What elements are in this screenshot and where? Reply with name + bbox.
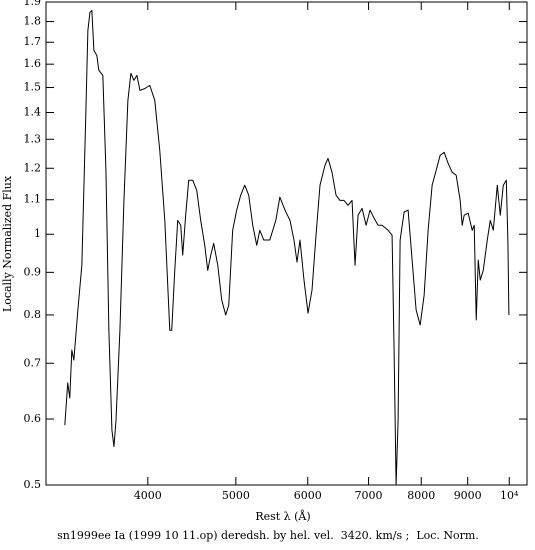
x-tick-label: 9000 [454, 489, 482, 502]
y-tick-label: 1 [34, 227, 41, 240]
y-tick-label: 1.5 [24, 81, 42, 94]
y-axis-label: Locally Normalized Flux [1, 175, 14, 312]
x-tick-label: 7000 [355, 489, 383, 502]
x-tick-label: 10⁴ [500, 489, 519, 502]
x-tick-label: 4000 [134, 489, 162, 502]
y-tick-label: 0.8 [24, 308, 42, 321]
y-tick-label: 1.8 [24, 15, 42, 28]
y-tick-label: 1.9 [24, 0, 42, 8]
y-tick-label: 1.4 [24, 105, 42, 118]
y-tick-label: 0.6 [24, 412, 42, 425]
y-tick-label: 0.9 [24, 265, 42, 278]
y-tick-label: 0.7 [24, 356, 42, 369]
y-tick-label: 0.5 [24, 478, 42, 491]
x-axis-label: Rest λ (Å) [255, 509, 310, 523]
plot-frame [45, 1, 528, 486]
x-tick-label: 6000 [294, 489, 322, 502]
y-tick-label: 1.6 [24, 57, 42, 70]
caption: sn1999ee Ia (1999 10 11.op) deredsh. by … [57, 529, 479, 542]
x-tick-label: 8000 [407, 489, 435, 502]
y-tick-label: 1.1 [24, 193, 42, 206]
y-tick-label: 1.3 [24, 132, 42, 145]
x-tick-label: 5000 [222, 489, 250, 502]
spectrum-line [64, 9, 510, 486]
y-tick-label: 1.7 [24, 35, 42, 48]
y-tick-label: 1.2 [24, 161, 42, 174]
